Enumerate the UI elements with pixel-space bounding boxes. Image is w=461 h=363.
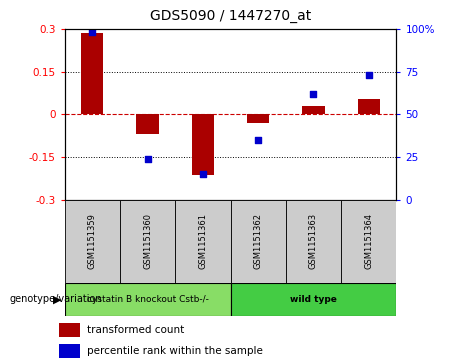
Bar [192, 114, 214, 175]
Text: GSM1151364: GSM1151364 [364, 213, 373, 269]
Bar [81, 33, 103, 114]
Text: wild type: wild type [290, 295, 337, 304]
Point [199, 171, 207, 177]
Text: percentile rank within the sample: percentile rank within the sample [87, 346, 263, 356]
Bar [247, 114, 269, 123]
Bar [230, 283, 396, 316]
Text: transformed count: transformed count [87, 325, 184, 335]
Point [310, 91, 317, 97]
Bar [230, 200, 286, 283]
Point [89, 29, 96, 35]
Text: GSM1151359: GSM1151359 [88, 213, 97, 269]
Bar [65, 283, 230, 316]
Text: cystatin B knockout Cstb-/-: cystatin B knockout Cstb-/- [87, 295, 208, 304]
Bar [175, 200, 230, 283]
Bar [120, 200, 175, 283]
Bar [341, 200, 396, 283]
Point [254, 137, 262, 143]
Text: GSM1151362: GSM1151362 [254, 213, 263, 269]
Point [365, 72, 372, 78]
Bar [59, 323, 80, 337]
Text: ▶: ▶ [53, 294, 62, 305]
Text: GSM1151360: GSM1151360 [143, 213, 152, 269]
Bar [358, 99, 380, 114]
Bar [65, 200, 120, 283]
Bar [286, 200, 341, 283]
Text: genotype/variation: genotype/variation [9, 294, 102, 305]
Text: GSM1151361: GSM1151361 [198, 213, 207, 269]
Text: GDS5090 / 1447270_at: GDS5090 / 1447270_at [150, 9, 311, 23]
Bar [136, 114, 159, 134]
Bar [59, 344, 80, 358]
Bar [302, 106, 325, 114]
Text: GSM1151363: GSM1151363 [309, 213, 318, 269]
Point [144, 156, 151, 162]
